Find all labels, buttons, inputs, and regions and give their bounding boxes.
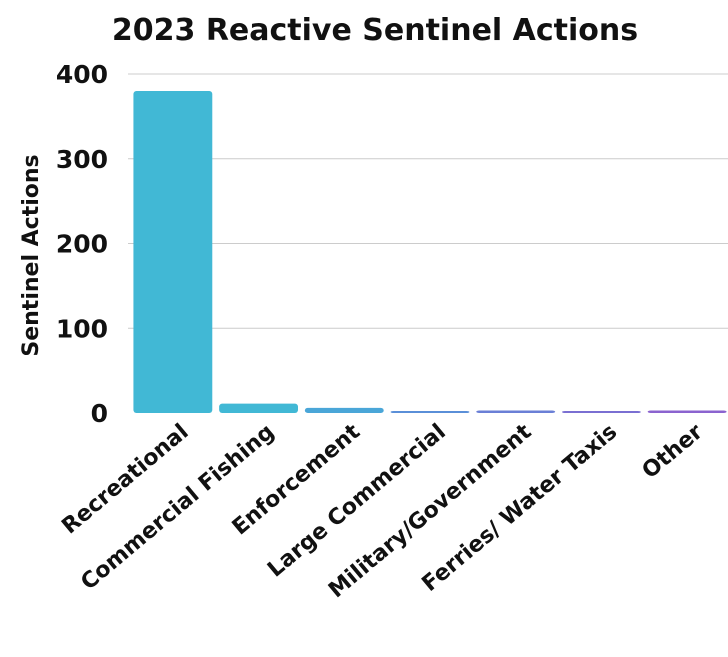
y-tick-label: 0 xyxy=(91,399,108,428)
y-tick-label: 400 xyxy=(56,60,108,89)
bar xyxy=(562,411,641,413)
gridlines xyxy=(128,73,728,329)
bar xyxy=(647,410,727,413)
bar xyxy=(219,403,298,413)
y-axis-label: Sentinel Actions xyxy=(19,154,44,356)
bar xyxy=(304,407,384,413)
bar xyxy=(476,410,556,413)
bars xyxy=(133,90,727,413)
y-tick-label: 300 xyxy=(56,145,108,174)
x-tick-label: Other xyxy=(638,419,708,484)
bar xyxy=(390,411,470,413)
bar xyxy=(133,90,213,413)
y-axis-ticks: 0 100 200 300 400 xyxy=(56,60,108,428)
y-tick-label: 100 xyxy=(56,314,108,343)
y-tick-label: 200 xyxy=(56,230,108,259)
chart-title: 2023 Reactive Sentinel Actions xyxy=(112,13,638,48)
